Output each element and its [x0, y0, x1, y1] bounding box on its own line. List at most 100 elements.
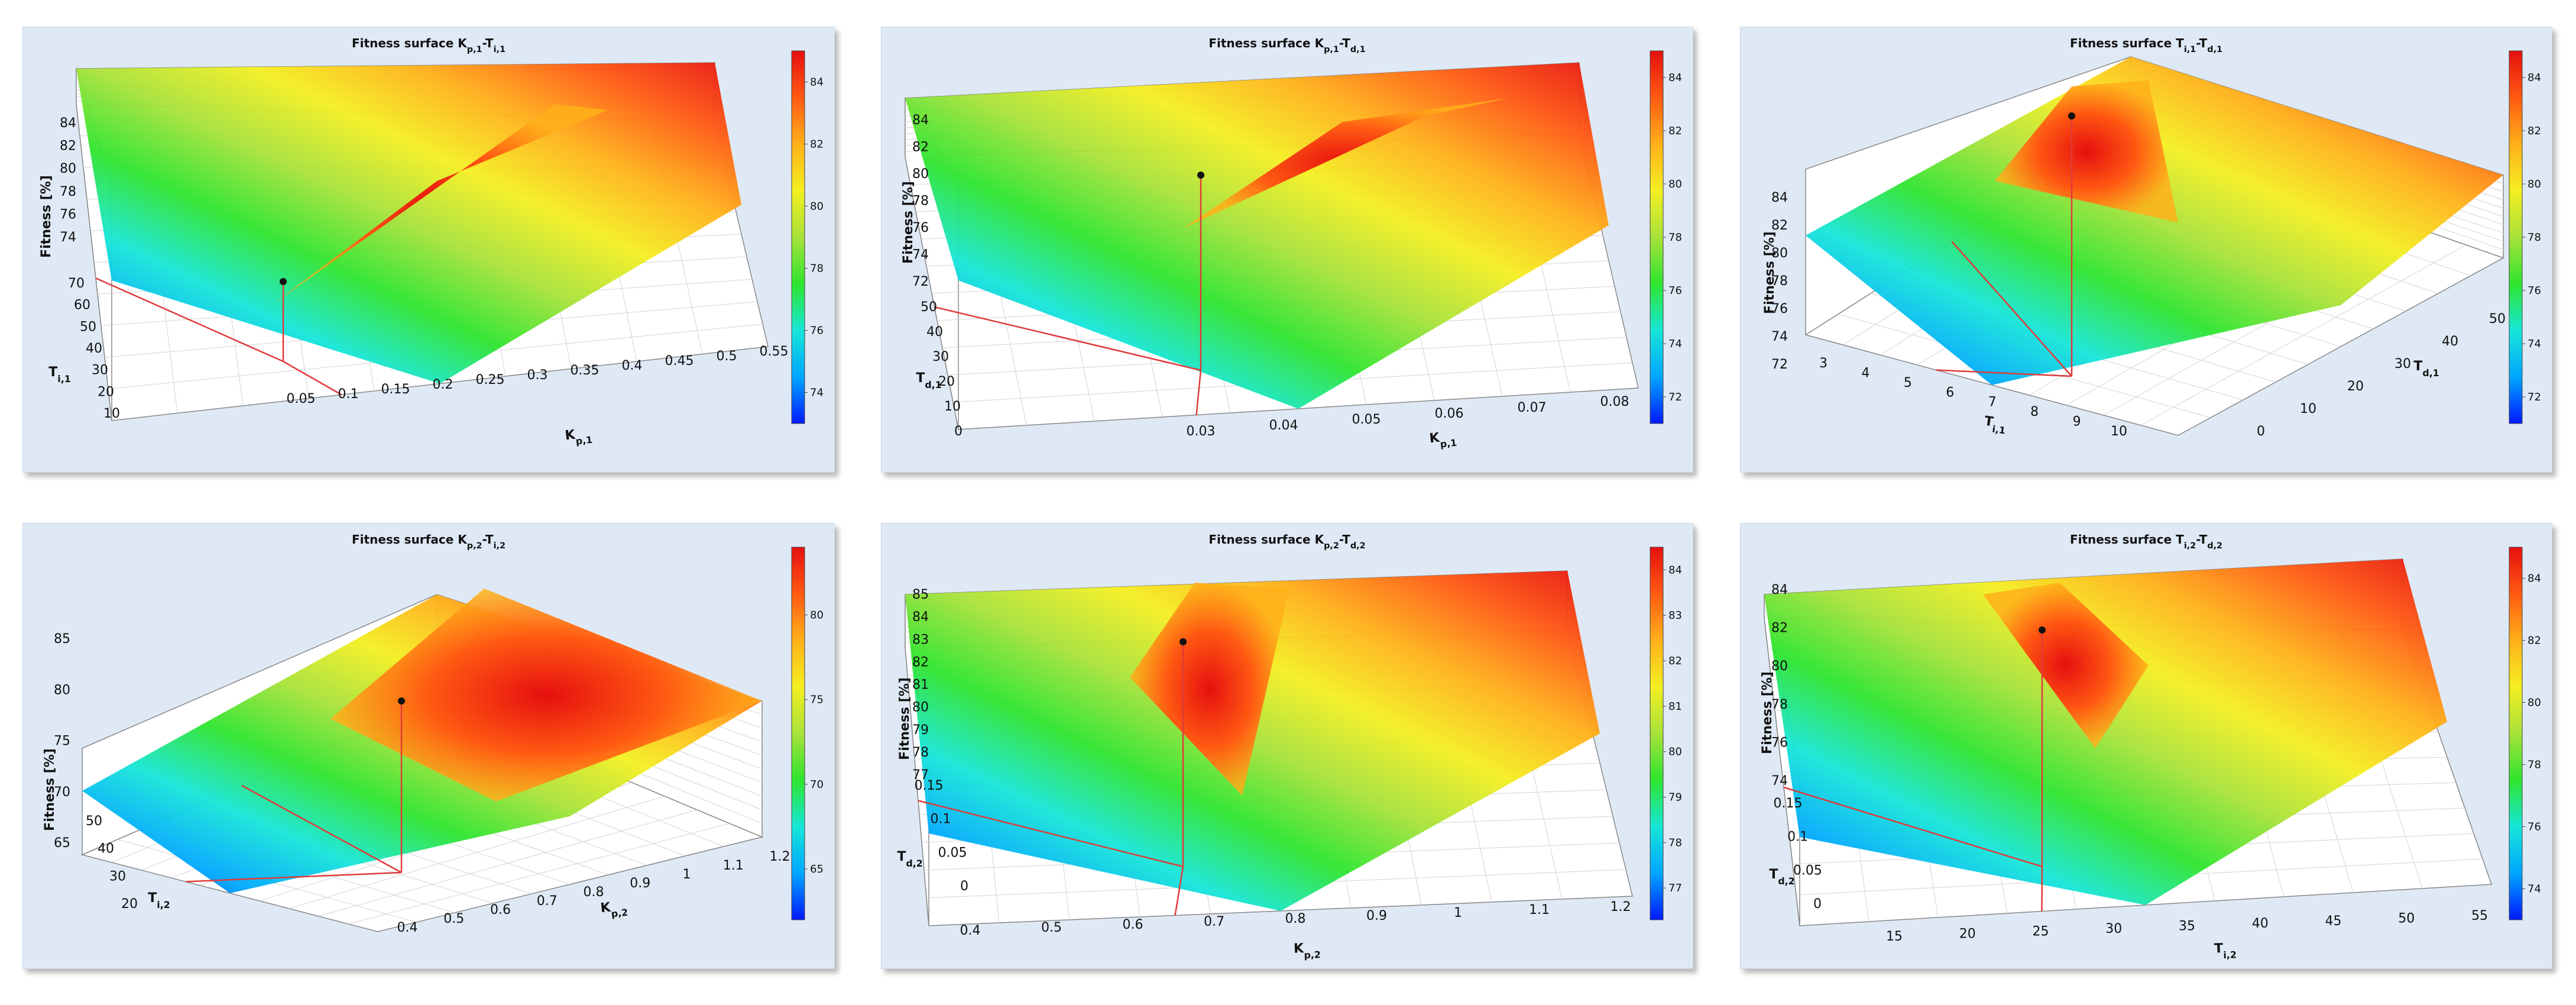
z-tick-label: 80: [1771, 246, 1788, 261]
colorbar-tick-label: 82: [1668, 125, 1682, 137]
colorbar: [1650, 547, 1664, 920]
z-tick-label: 75: [54, 734, 70, 749]
x-axis-label: Ti,1: [1983, 414, 2008, 436]
z-tick-label: 84: [912, 610, 929, 625]
x-tick-label: 5: [1904, 376, 1912, 390]
surface-high-fitness-region: [1995, 80, 2178, 222]
chart-ti2-td2: Fitness surface Ti,2-Td,2 15 20 25 30 35 40 45 5…: [1760, 532, 2541, 961]
y-axis-label: Ti,1: [48, 365, 70, 384]
x-tick-label: 0.3: [527, 368, 548, 383]
y-tick-label: 20: [121, 897, 138, 912]
optimum-projection-lines: [95, 277, 342, 396]
chart-title: Fitness surface Kp,2-Ti,2: [352, 532, 506, 551]
z-tick-label: 70: [54, 785, 70, 800]
z-tick-label: 78: [1771, 274, 1788, 289]
y-tick-label: 0.15: [1774, 796, 1803, 811]
colorbar-tick-label: 78: [1668, 231, 1682, 244]
x-tick-label: 6: [1946, 385, 1954, 400]
x-tick-label: 0.6: [1123, 917, 1143, 932]
y-tick-label: 50: [2489, 312, 2506, 327]
chart-kp1-td1: Fitness surface Kp,1-Td,1 0.03 0.04 0.05 0.0…: [901, 36, 1682, 450]
chart-title: Fitness surface Ti,2-Td,2: [2070, 532, 2222, 551]
z-tick-label: 82: [1771, 621, 1788, 636]
x-tick-label: 0.06: [1435, 406, 1464, 421]
colorbar-tick-label: 82: [2528, 125, 2541, 137]
fitness-surface: [905, 63, 1609, 409]
colorbar-tick-label: 74: [1668, 338, 1682, 350]
z-tick-label: 81: [912, 678, 929, 693]
y-tick-label: 30: [109, 869, 126, 884]
colorbar-tick-label: 72: [2528, 391, 2541, 403]
colorbar-tick-label: 84: [1668, 72, 1682, 84]
z-tick-label: 74: [1771, 774, 1788, 789]
fitness-surface: [76, 63, 741, 384]
z-axis-label: Fitness [%]: [43, 748, 57, 831]
x-tick-label: 0.5: [1041, 920, 1062, 935]
x-tick-label: 0.35: [571, 363, 600, 378]
z-tick-label: 84: [60, 116, 76, 131]
y-axis-label: Ti,2: [148, 891, 170, 910]
z-tick-label: 76: [1771, 302, 1788, 316]
x-tick-label: 35: [2179, 919, 2195, 934]
x-tick-label: 0.9: [630, 876, 650, 891]
y-tick-label: 40: [926, 325, 943, 340]
chart-title: Fitness surface Kp,2-Td,2: [1208, 532, 1365, 551]
y-tick-label: 50: [921, 300, 937, 315]
z-tick-label: 78: [1771, 697, 1788, 712]
z-axis-label: Fitness [%]: [897, 677, 912, 760]
y-tick-label: 40: [86, 341, 102, 356]
colorbar-tick-label: 82: [810, 138, 824, 151]
optimum-point: [1197, 172, 1204, 179]
panel-ti1-td1: Fitness surface Ti,1-Td,1 3 4 5 6 7 8 9 10 0 10 20 3…: [1740, 27, 2552, 473]
y-tick-label: 20: [938, 374, 955, 389]
colorbar: [791, 547, 805, 920]
colorbar-tick-label: 78: [810, 263, 824, 275]
colorbar-tick-label: 78: [2528, 759, 2541, 771]
z-tick-label: 84: [912, 113, 929, 128]
z-tick-label: 76: [1771, 735, 1788, 750]
x-tick-label: 1: [683, 867, 691, 882]
z-tick-label: 79: [912, 723, 929, 738]
x-tick-label: 0.55: [760, 344, 789, 359]
z-tick-label: 80: [60, 161, 76, 176]
x-axis-label: Kp,1: [564, 426, 593, 448]
x-tick-label: 0.8: [1285, 912, 1306, 926]
x-tick-label: 8: [2030, 405, 2039, 419]
x-tick-label: 0.07: [1518, 400, 1547, 415]
x-tick-label: 0.4: [960, 923, 981, 938]
colorbar-tick-label: 82: [1668, 655, 1682, 667]
x-tick-label: 15: [1886, 929, 1903, 944]
z-tick-label: 80: [54, 683, 70, 697]
colorbar-tick-label: 84: [2528, 573, 2541, 585]
colorbar-tick-label: 77: [1668, 882, 1682, 894]
y-tick-label: 30: [2394, 357, 2411, 371]
z-tick-label: 84: [1771, 583, 1788, 597]
x-tick-label: 1.1: [1529, 903, 1550, 917]
x-tick-label: 1.2: [770, 849, 790, 864]
colorbar-tick-label: 76: [1668, 285, 1682, 297]
y-tick-label: 30: [932, 350, 949, 364]
y-axis-label: Td,1: [2413, 359, 2439, 379]
y-tick-label: 0: [2257, 424, 2265, 439]
x-tick-label: 3: [1819, 356, 1827, 371]
x-tick-label: 40: [2252, 916, 2269, 931]
y-tick-label: 50: [86, 814, 102, 829]
x-tick-label: 0.08: [1600, 395, 1629, 409]
chart-kp1-ti1: Fitness surface Kp,1-Ti,1 0.05 0.1 0.15 0.2 0…: [39, 36, 824, 448]
y-tick-label: 0: [960, 879, 968, 894]
z-tick-label: 80: [912, 700, 929, 715]
z-tick-label: 74: [912, 248, 929, 263]
x-tick-label: 0.7: [1204, 914, 1224, 929]
x-tick-label: 9: [2073, 415, 2081, 429]
x-tick-label: 0.6: [490, 903, 511, 917]
y-tick-label: 70: [68, 276, 85, 291]
x-tick-label: 1.1: [723, 858, 744, 873]
y-tick-label: 60: [74, 298, 90, 313]
z-axis-label: Fitness [%]: [39, 175, 54, 258]
colorbar: [1650, 50, 1664, 424]
colorbar-tick-label: 84: [2528, 72, 2541, 84]
z-tick-label: 65: [54, 836, 70, 851]
x-tick-label: 0.1: [338, 387, 359, 402]
panel-ti2-td2: Fitness surface Ti,2-Td,2 15 20 25 30 35 40 45 5…: [1740, 523, 2552, 969]
surface-high-fitness-region: [1983, 583, 2149, 748]
